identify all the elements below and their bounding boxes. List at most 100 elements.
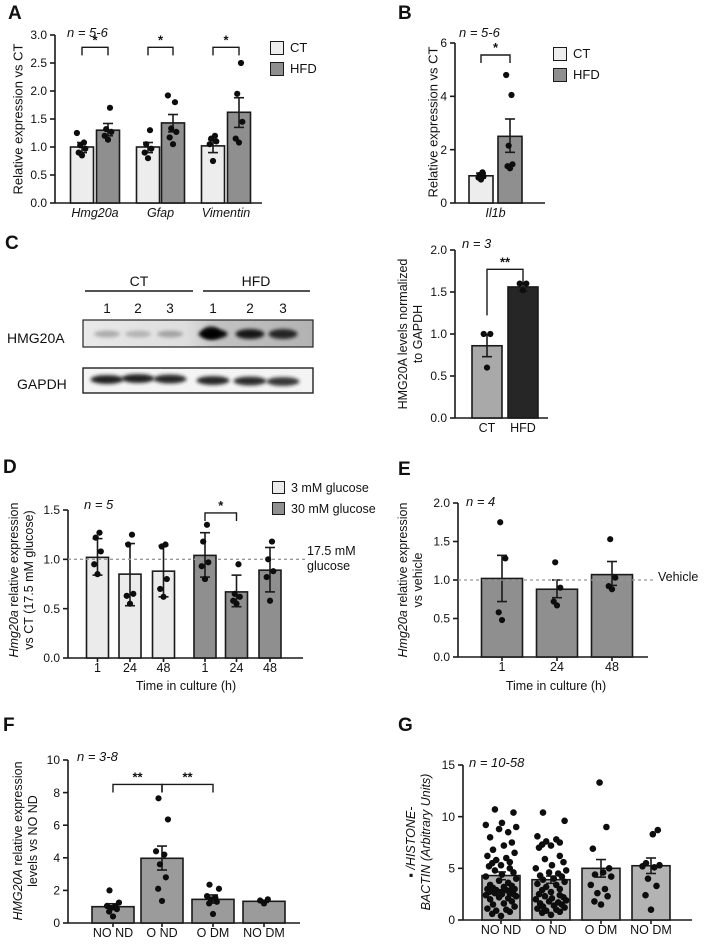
data-point [173,128,180,135]
x-category-label: NO DM [630,923,672,937]
data-point [209,910,217,918]
data-point [548,861,556,869]
data-point [152,848,160,855]
x-category-label: 24 [230,661,244,675]
data-point [125,541,132,548]
data-point [500,883,508,891]
hmg20a-band [94,330,120,338]
data-point [534,905,541,912]
data-point [123,592,130,599]
data-point [534,833,541,840]
data-point [491,867,499,874]
data-point [561,878,568,886]
chart-panel-A: 0.0 0.5 1.0 1.5 2.0 2.5 3.0 Hmg20a Gfap Vimentin *… [30,28,262,220]
y-tick-label: 15 [442,758,456,772]
data-point [542,838,550,845]
panel-e-reference-annotation: Vehicle [658,570,699,584]
data-point [203,521,211,528]
y-axis-label-text: relative expression [11,761,25,870]
data-point [146,127,154,134]
data-point [106,104,114,111]
panel-b-letter: B [398,3,412,24]
data-point [504,828,512,836]
x-category-label: 1 [202,661,209,675]
panel-a-n-label: n = 5-6 [67,25,108,40]
data-point [552,881,560,889]
y-tick-label: 0.0 [43,651,60,665]
data-point [495,609,502,616]
bar [471,344,503,419]
data-point [168,125,175,132]
data-point [552,836,560,843]
data-point [495,877,503,885]
glucose-3mm-swatch [272,481,285,494]
significance-label: * [218,498,224,513]
y-tick-label: 0 [448,913,455,927]
x-category-label: CT [479,421,496,435]
y-tick-label: 1.5 [433,535,450,549]
x-category-label: HFD [510,421,536,435]
data-point [166,134,173,141]
y-axis-label-text: HMG20A levels normalized [396,258,410,410]
data-point [510,809,517,816]
panel-d-reference-annotation: 17.5 mM glucose [307,544,356,574]
data-point [596,779,603,786]
y-tick-label: 0.5 [43,602,60,616]
panel-d-y-axis-label: Hmg20a relative expression vs CT (17.5 m… [7,503,37,658]
data-point [554,899,562,906]
bar [160,122,186,204]
legend-label: HFD [290,61,317,76]
data-point [612,574,619,581]
data-point [511,903,518,910]
chart-panel-D: 0.0 0.5 1.0 1.5 1 24 48 1 24 48 * [43,498,306,675]
chart-panel-E: 0.0 0.5 1.0 1.5 2.0 1 24 48 [433,496,656,674]
y-axis-label-text: levels vs NO ND [26,795,40,887]
panel-c-letter: C [5,233,19,254]
bar [535,588,579,658]
panel-d-letter: D [3,457,17,478]
data-point [128,531,136,538]
data-point [536,900,544,907]
data-point [649,830,657,838]
legend-item-ct: CT [553,43,600,64]
gapdh-band [196,376,230,385]
y-tick-label: 6 [440,36,447,50]
data-point [213,138,220,145]
data-point [642,859,650,867]
panel-d-legend: 3 mM glucose 30 mM glucose [272,477,376,519]
blot-lane-number: 3 [279,301,287,316]
blot-lane-number: 2 [134,301,142,316]
data-point [504,163,511,170]
panel-b-legend: CT HFD [553,43,600,85]
chart-panel-B: 0 2 4 6 Il1b * [440,36,545,220]
panel-g-letter: G [398,715,413,736]
data-point [162,874,169,881]
data-point [162,541,169,548]
data-point [206,881,213,888]
data-point [103,902,111,909]
legend-label: CT [290,40,308,55]
y-tick-label: 0 [53,916,60,930]
blot-lane-number: 3 [166,301,174,316]
data-point [547,842,555,849]
legend-label: 30 mM glucose [291,501,376,516]
significance-bracket [486,268,524,316]
data-point [480,330,487,338]
data-point [164,92,171,99]
western-blot: CT HFD 1 2 3 1 2 3 [82,273,314,394]
data-point [486,896,494,903]
data-point [548,895,556,902]
data-point [587,881,595,889]
significance-bracket [81,46,109,56]
data-point [502,854,510,862]
data-point [212,894,219,901]
data-point [103,125,110,133]
data-point [498,616,506,624]
data-point [200,538,207,545]
panel-c-n-label: n = 3 [462,236,492,251]
data-point [157,585,164,593]
data-point [502,906,510,913]
panel-a-y-axis-label: Relative expression vs CT [11,44,26,195]
blot-row-label-hmg20a: HMG20A [7,330,65,346]
chart-panel-C: 0.0 0.5 1.0 1.5 2.0 CT HFD ** [430,243,548,435]
